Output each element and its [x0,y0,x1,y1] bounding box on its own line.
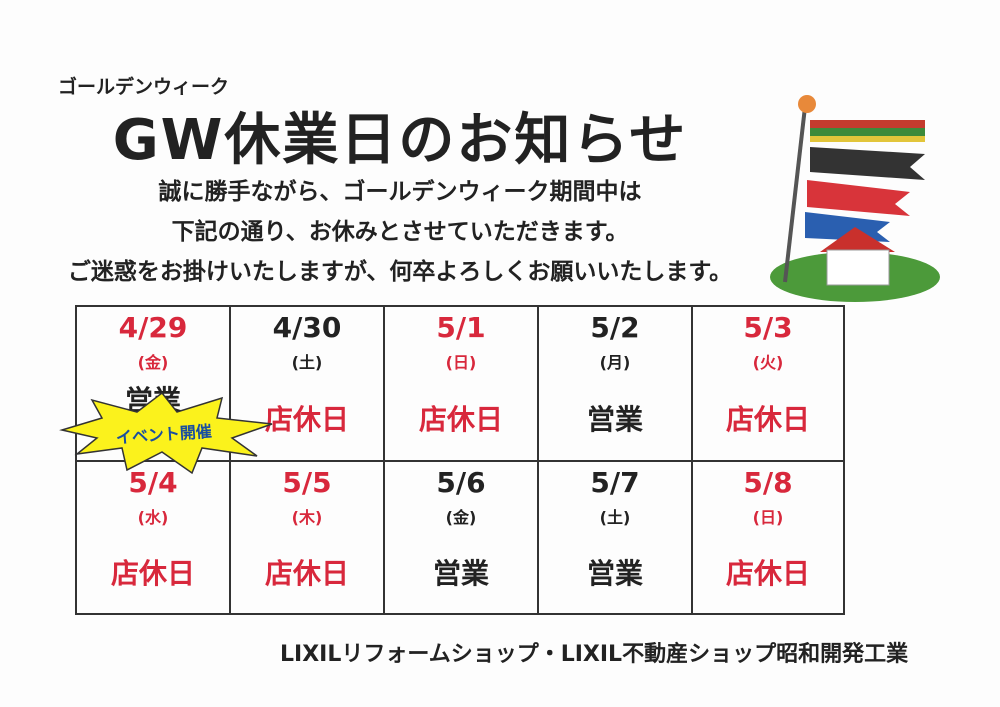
message-line: 誠に勝手ながら、ゴールデンウィーク期間中は [158,179,642,205]
day-weekday: (土) [229,347,383,375]
title: GW休業日のお知らせ [112,108,688,173]
day-weekday: (金) [75,347,229,375]
day-date: 5/5 [229,460,383,502]
day-status: 営業 [537,530,691,615]
day-weekday: (月) [537,347,691,375]
day-status: 営業 [537,375,691,460]
event-burst: イベント開催 [59,391,273,475]
day-weekday: (土) [537,502,691,530]
day-date: 5/4 [75,460,229,502]
footer: LIXILリフォームショップ・LIXIL不動産ショップ昭和開発工業 [280,642,909,667]
day-status: 店休日 [229,530,383,615]
title-ruby: ゴールデンウィーク [58,76,230,98]
day-weekday: (火) [691,347,845,375]
day-date: 5/1 [383,305,537,347]
day-weekday: (日) [691,502,845,530]
day-weekday: (金) [383,502,537,530]
day-date: 5/6 [383,460,537,502]
day-date: 5/2 [537,305,691,347]
koinobori-illustration [770,95,940,302]
day-weekday: (木) [229,502,383,530]
day-status: 店休日 [229,375,383,460]
day-status: 営業 [383,530,537,615]
day-date: 5/7 [537,460,691,502]
message-line: 下記の通り、お休みとさせていただきます。 [171,219,629,245]
day-status: 店休日 [75,530,229,615]
day-weekday: (水) [75,502,229,530]
message-line: ご迷惑をお掛けいたしますが、何卒よろしくお願いいたします。 [67,259,733,285]
day-status: 店休日 [383,375,537,460]
day-date: 5/8 [691,460,845,502]
day-date: 4/30 [229,305,383,347]
day-date: 5/3 [691,305,845,347]
day-status: 店休日 [691,375,845,460]
day-date: 4/29 [75,305,229,347]
day-weekday: (日) [383,347,537,375]
day-status: 店休日 [691,530,845,615]
